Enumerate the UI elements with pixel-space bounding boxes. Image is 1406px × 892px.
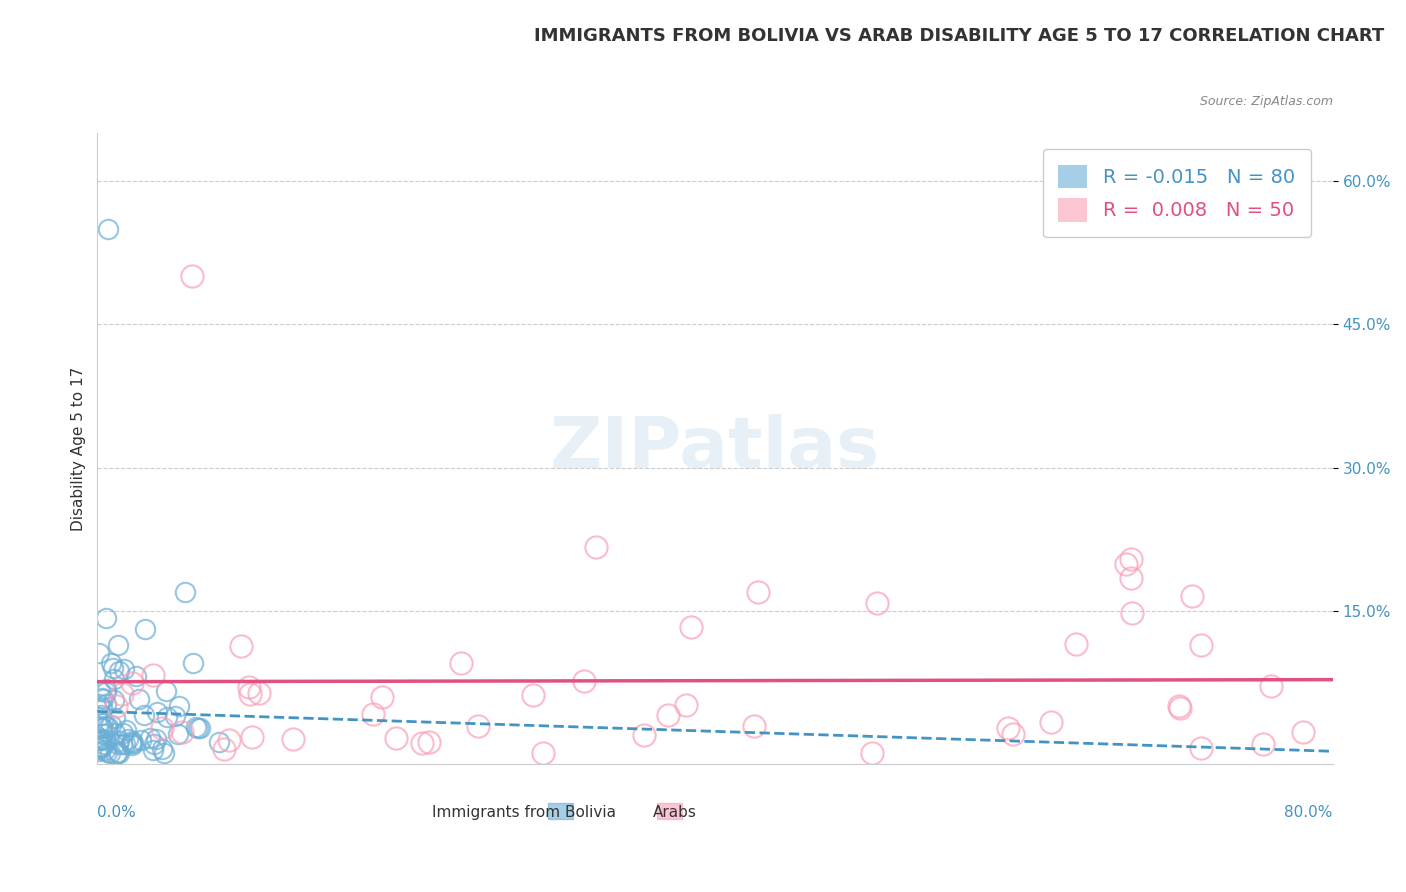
Text: 80.0%: 80.0% — [1285, 805, 1333, 820]
Text: Arabs: Arabs — [654, 805, 697, 820]
Legend: R = -0.015   N = 80, R =  0.008   N = 50: R = -0.015 N = 80, R = 0.008 N = 50 — [1043, 149, 1310, 237]
Bar — [548, 803, 574, 819]
Text: Immigrants from Bolivia: Immigrants from Bolivia — [432, 805, 616, 820]
Text: ZIPatlas: ZIPatlas — [550, 414, 880, 483]
Text: IMMIGRANTS FROM BOLIVIA VS ARAB DISABILITY AGE 5 TO 17 CORRELATION CHART: IMMIGRANTS FROM BOLIVIA VS ARAB DISABILI… — [534, 27, 1385, 45]
Text: Source: ZipAtlas.com: Source: ZipAtlas.com — [1199, 95, 1333, 108]
Y-axis label: Disability Age 5 to 17: Disability Age 5 to 17 — [72, 367, 86, 531]
Text: 0.0%: 0.0% — [97, 805, 136, 820]
Bar — [657, 803, 682, 819]
